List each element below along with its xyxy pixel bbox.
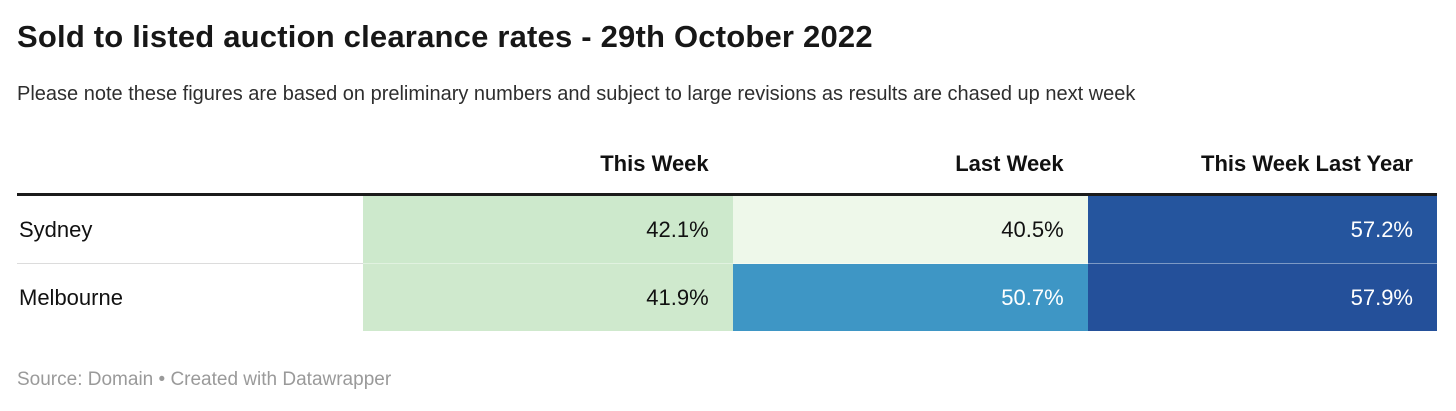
table-row-melbourne: Melbourne 41.9% 50.7% 57.9%	[17, 263, 1437, 331]
table-header-row: This Week Last Week This Week Last Year	[17, 151, 1437, 196]
chart-subtitle: Please note these figures are based on p…	[17, 83, 1136, 105]
column-header-this-week-last-year: This Week Last Year	[1087, 151, 1437, 196]
source-attribution: Source: Domain • Created with Datawrappe…	[17, 369, 392, 390]
column-header-last-week: Last Week	[732, 151, 1088, 196]
cell-sydney-last-week: 40.5%	[732, 194, 1088, 264]
column-header-this-week: This Week	[363, 151, 733, 196]
row-label-sydney: Sydney	[17, 194, 364, 264]
row-label-melbourne: Melbourne	[17, 263, 364, 331]
table-row-sydney: Sydney 42.1% 40.5% 57.2%	[17, 194, 1437, 264]
clearance-rates-table: This Week Last Week This Week Last Year …	[17, 151, 1437, 331]
cell-melbourne-last-week: 50.7%	[732, 263, 1088, 331]
cell-sydney-this-week: 42.1%	[363, 194, 733, 264]
cell-melbourne-this-week: 41.9%	[363, 263, 733, 331]
cell-melbourne-this-week-last-year: 57.9%	[1087, 263, 1437, 331]
cell-sydney-this-week-last-year: 57.2%	[1087, 194, 1437, 264]
chart-title: Sold to listed auction clearance rates -…	[17, 19, 873, 54]
column-header-empty	[17, 151, 364, 196]
